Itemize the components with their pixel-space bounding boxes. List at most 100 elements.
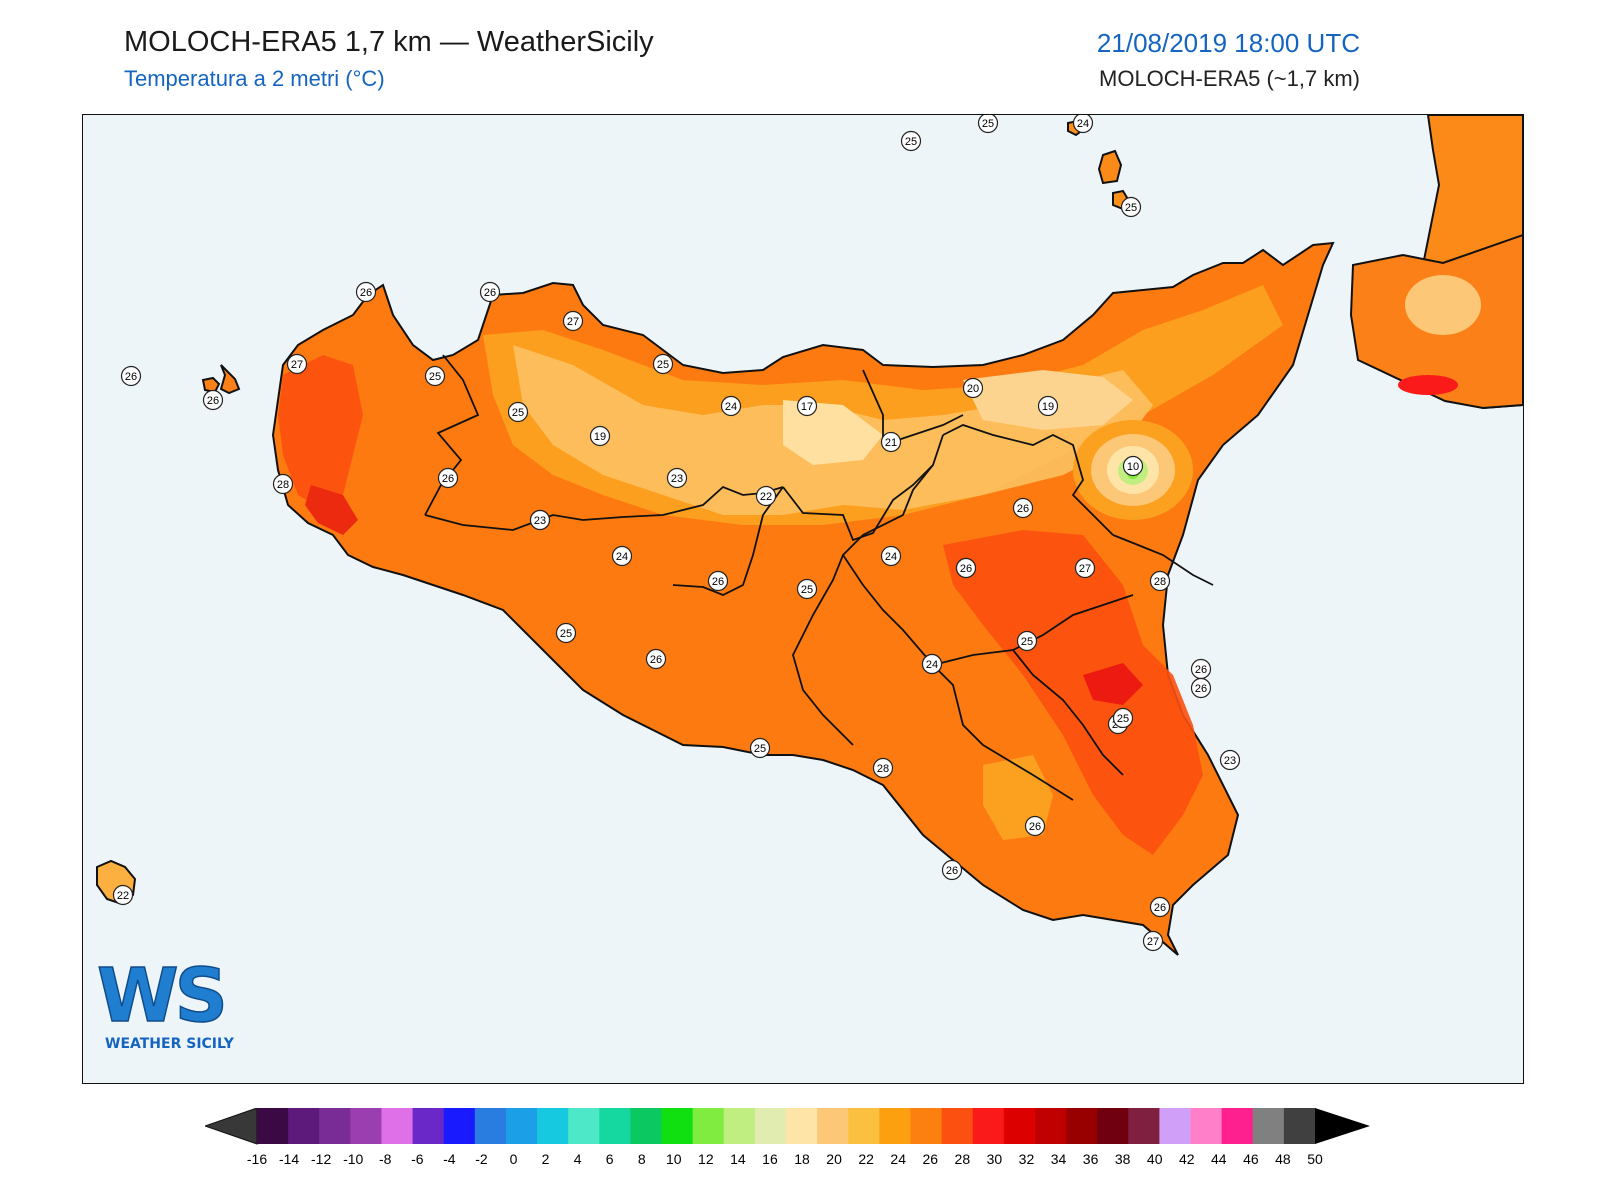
station-marker: 27 bbox=[1142, 930, 1164, 952]
colorbar-tick-label: 50 bbox=[1307, 1151, 1323, 1167]
colorbar-tick-label: 28 bbox=[955, 1151, 971, 1167]
station-marker: 22 bbox=[755, 485, 777, 507]
station-marker: 28 bbox=[1149, 570, 1171, 592]
station-value: 21 bbox=[885, 437, 897, 449]
station-value: 27 bbox=[567, 316, 579, 328]
southeast-hot-spot bbox=[1083, 663, 1143, 705]
station-marker: 26 bbox=[202, 389, 224, 411]
station-value: 26 bbox=[125, 371, 137, 383]
station-value: 20 bbox=[967, 383, 979, 395]
station-marker: 25 bbox=[507, 401, 529, 423]
colorbar-tick-label: 0 bbox=[510, 1151, 518, 1167]
station-value: 26 bbox=[207, 395, 219, 407]
station-marker: 24 bbox=[880, 545, 902, 567]
colorbar-tick-label: 2 bbox=[542, 1151, 550, 1167]
station-marker: 21 bbox=[880, 431, 902, 453]
station-marker: 26 bbox=[1190, 677, 1212, 699]
island-favignana bbox=[201, 376, 221, 394]
colorbar-tick-label: 20 bbox=[826, 1151, 842, 1167]
logo-letters: WS bbox=[97, 953, 224, 1039]
station-marker: 19 bbox=[589, 425, 611, 447]
station-value: 26 bbox=[360, 287, 372, 299]
colorbar-tick-label: -14 bbox=[279, 1151, 299, 1167]
station-marker: 26 bbox=[1149, 896, 1171, 918]
station-value: 25 bbox=[982, 118, 994, 130]
station-value: 25 bbox=[1021, 636, 1033, 648]
colorbar-segment bbox=[599, 1108, 631, 1144]
colorbar-tick-label: 36 bbox=[1083, 1151, 1099, 1167]
station-value: 24 bbox=[1077, 118, 1089, 130]
colorbar-segment bbox=[568, 1108, 600, 1144]
colorbar-tick-label: 4 bbox=[574, 1151, 582, 1167]
station-marker: 25 bbox=[555, 622, 577, 644]
colorbar-tick-label: 32 bbox=[1019, 1151, 1035, 1167]
colorbar-tick-label: 14 bbox=[730, 1151, 746, 1167]
station-marker: 28 bbox=[872, 757, 894, 779]
colorbar-segment bbox=[754, 1108, 787, 1144]
colorbar-tick-label: 48 bbox=[1275, 1151, 1291, 1167]
colorbar-segment bbox=[1128, 1108, 1160, 1144]
station-value: 26 bbox=[1154, 902, 1166, 914]
station-value: 25 bbox=[429, 371, 441, 383]
station-value: 23 bbox=[671, 473, 683, 485]
station-value: 19 bbox=[594, 431, 606, 443]
station-value: 10 bbox=[1127, 461, 1139, 473]
colorbar-tick-label: 16 bbox=[762, 1151, 778, 1167]
colorbar-segments bbox=[257, 1108, 1316, 1144]
colorbar-tick-label: 22 bbox=[858, 1151, 874, 1167]
station-value: 25 bbox=[512, 407, 524, 419]
colorbar-tick-label: 40 bbox=[1147, 1151, 1163, 1167]
colorbar-tick-label: 30 bbox=[987, 1151, 1003, 1167]
model-label: MOLOCH-ERA5 (~1,7 km) bbox=[1099, 66, 1360, 91]
station-value: 25 bbox=[801, 584, 813, 596]
station-marker: 27 bbox=[1074, 557, 1096, 579]
island-marettimo bbox=[219, 364, 241, 395]
colorbar-segment bbox=[972, 1108, 1005, 1144]
colorbar-segment bbox=[1159, 1108, 1192, 1144]
colorbar-segment bbox=[350, 1108, 382, 1144]
station-marker: 28 bbox=[272, 473, 294, 495]
station-marker: 24 bbox=[720, 395, 742, 417]
chart-subtitle: Temperatura a 2 metri (°C) bbox=[124, 66, 385, 91]
station-value: 26 bbox=[712, 576, 724, 588]
colorbar-tick-label: 18 bbox=[794, 1151, 810, 1167]
colorbar-segment bbox=[474, 1108, 507, 1144]
station-marker: 23 bbox=[1219, 749, 1241, 771]
colorbar-segment bbox=[1252, 1108, 1285, 1144]
station-value: 25 bbox=[754, 743, 766, 755]
station-value: 24 bbox=[616, 551, 628, 563]
colorbar-segment bbox=[1221, 1108, 1254, 1144]
map-panel[interactable]: 25 25 24 25 26 26 27 25 25 27 26 26 25 19 24 17 20 19 26 24… bbox=[82, 114, 1524, 1084]
colorbar-tick-label: 26 bbox=[922, 1151, 938, 1167]
colorbar-segment bbox=[630, 1108, 663, 1144]
station-value: 24 bbox=[926, 659, 938, 671]
station-value: 25 bbox=[1125, 202, 1137, 214]
trapani-hot-spot bbox=[305, 485, 358, 535]
station-marker: 27 bbox=[562, 310, 584, 332]
colorbar-segment bbox=[817, 1108, 849, 1144]
station-marker: 23 bbox=[666, 467, 688, 489]
station-marker: 25 bbox=[900, 130, 922, 152]
colorbar-segment bbox=[288, 1108, 320, 1144]
station-marker: 25 bbox=[1120, 196, 1142, 218]
forecast-datetime: 21/08/2019 18:00 UTC bbox=[1096, 28, 1360, 58]
colorbar-segment bbox=[443, 1108, 476, 1144]
colorbar-segment bbox=[381, 1108, 414, 1144]
station-value: 28 bbox=[877, 763, 889, 775]
colorbar-segment bbox=[661, 1108, 694, 1144]
colorbar-segment bbox=[319, 1108, 351, 1144]
station-value: 25 bbox=[1117, 713, 1129, 725]
logo-text: WEATHER SICILY bbox=[105, 1036, 235, 1052]
station-marker: 26 bbox=[479, 281, 501, 303]
calabria-cool-area bbox=[1405, 275, 1481, 335]
station-marker: 25 bbox=[1112, 707, 1134, 729]
station-marker: 24 bbox=[1072, 115, 1094, 134]
station-marker: 17 bbox=[796, 395, 818, 417]
catania-plain-hot-zone bbox=[943, 530, 1203, 855]
colorbar-under-arrow bbox=[205, 1108, 258, 1145]
colorbar-tick-label: -16 bbox=[247, 1151, 267, 1167]
chart-title: MOLOCH-ERA5 1,7 km — WeatherSicily bbox=[124, 26, 654, 58]
colorbar-tick-label: 38 bbox=[1115, 1151, 1131, 1167]
province-boundaries bbox=[424, 354, 1214, 801]
colorbar-tick-label: 34 bbox=[1051, 1151, 1067, 1167]
